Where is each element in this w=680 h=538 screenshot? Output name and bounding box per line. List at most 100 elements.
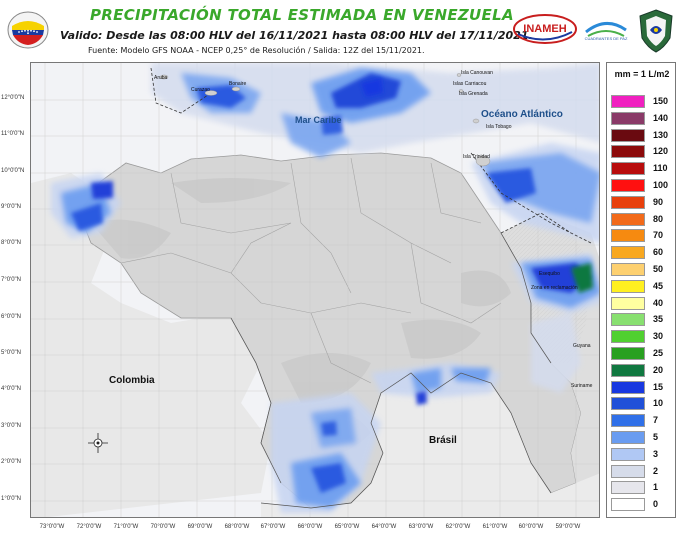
legend-swatch	[611, 296, 645, 310]
lon-label: 67°0'0"W	[260, 524, 286, 530]
lat-label: 11°0'0"N	[1, 131, 24, 137]
legend-value: 45	[653, 280, 664, 291]
legend-item: 1	[611, 479, 673, 495]
legend-item: 60	[611, 244, 673, 260]
brasil-label: Brásil	[429, 435, 457, 446]
legend-value: 40	[653, 297, 664, 308]
trinidad-label: Isla Trinidad	[463, 154, 490, 160]
legend-value: 140	[653, 112, 669, 123]
curacao-label: Curazao	[191, 87, 210, 93]
legend-swatch	[611, 229, 645, 243]
legend-item: 25	[611, 345, 673, 361]
legend-value: 5	[653, 432, 659, 442]
lon-label: 72°0'0"W	[76, 524, 102, 530]
legend-item: 35	[611, 311, 673, 327]
legend-swatch	[611, 330, 645, 344]
lon-label: 62°0'0"W	[445, 524, 471, 530]
legend-swatch	[611, 347, 645, 360]
legend-value: 150	[653, 96, 669, 106]
legend-item: 0	[611, 496, 673, 512]
legend-value: 80	[653, 213, 664, 224]
ecosocialismo-logo: CUADRANTES DE PAZ	[582, 14, 630, 44]
legend-item: 70	[611, 227, 673, 243]
lon-label: 73°0'0"W	[39, 524, 65, 530]
legend-swatch	[611, 212, 645, 226]
legend-value: 15	[653, 381, 664, 392]
legend-value: 20	[653, 364, 664, 375]
legend-item: 5	[611, 429, 673, 445]
precipitation-map: Aruba Curazao Bonaire Isla Canouvan Isla…	[30, 62, 600, 518]
legend-value: 70	[653, 230, 664, 241]
legend-value: 25	[653, 348, 664, 358]
ministry-shield-logo	[636, 8, 676, 54]
map-title: PRECIPITACIÓN TOTAL ESTIMADA EN VENEZUEL…	[90, 6, 514, 24]
legend-value: 110	[653, 163, 668, 174]
lat-label: 9°0'0"N	[1, 204, 22, 210]
validity-period: Valido: Desde las 08:00 HLV del 16/11/20…	[60, 29, 533, 42]
aruba-label: Aruba	[154, 75, 168, 81]
lon-label: 65°0'0"W	[334, 524, 360, 530]
legend-swatch	[611, 95, 645, 108]
caribbean-sea-label: Mar Caribe	[295, 115, 342, 125]
lon-label: 59°0'0"W	[555, 524, 581, 530]
map-canvas	[31, 63, 599, 517]
lat-label: 1°0'0"N	[1, 496, 22, 502]
grenada-label: Isla Grenada	[459, 91, 488, 97]
legend-value: 10	[653, 398, 664, 409]
legend-item: 110	[611, 160, 673, 176]
legend-item: 2	[611, 463, 673, 479]
legend-swatch	[611, 162, 645, 176]
legend-item: 15	[611, 379, 673, 395]
compass-rose-icon	[88, 433, 108, 453]
lat-label: 3°0'0"N	[1, 423, 22, 429]
colombia-label: Colombia	[109, 375, 155, 386]
legend-value: 30	[653, 331, 664, 342]
carriacou-label: Islas Carriacou	[453, 81, 487, 87]
legend-swatch	[611, 447, 645, 461]
lon-label: 71°0'0"W	[113, 524, 139, 530]
lon-label: 60°0'0"W	[518, 524, 544, 530]
lon-label: 64°0'0"W	[371, 524, 397, 530]
legend-swatch	[611, 431, 645, 444]
tobago-label: Isla Tobago	[486, 124, 512, 130]
legend-value: 0	[653, 499, 659, 510]
legend-item: 100	[611, 177, 673, 193]
lat-label: 6°0'0"N	[1, 314, 22, 320]
legend-swatch	[611, 246, 645, 260]
legend-item: 50	[611, 261, 673, 277]
legend-value: 1	[653, 482, 659, 493]
legend-item: 30	[611, 328, 673, 344]
guyana-label: Guyana	[573, 343, 591, 349]
precipitation-legend: mm = 1 L/m2 150 140 130 120 110 100 90 80 70 60 50…	[606, 62, 676, 518]
legend-value: 2	[653, 465, 659, 476]
legend-swatch	[611, 397, 645, 411]
suriname-label: Suriname	[571, 383, 593, 389]
legend-unit: mm = 1 L/m2	[614, 69, 670, 79]
legend-item: 130	[611, 127, 673, 143]
legend-item: 20	[611, 362, 673, 378]
legend-value: 120	[653, 146, 669, 157]
legend-swatch	[611, 279, 645, 293]
venezuela-seal-logo	[6, 10, 50, 50]
legend-item: 150	[611, 93, 673, 109]
legend-value: 7	[653, 415, 659, 426]
inameh-logo: INAMEH	[512, 12, 578, 46]
colombia-land	[31, 173, 271, 517]
legend-swatch	[611, 111, 645, 125]
lat-label: 2°0'0"N	[1, 459, 22, 465]
legend-value: 60	[653, 247, 664, 258]
legend-swatch	[611, 179, 645, 192]
legend-item: 80	[611, 211, 673, 227]
legend-item: 45	[611, 278, 673, 294]
lat-label: 10°0'0"N	[1, 168, 25, 174]
legend-value: 130	[653, 129, 669, 140]
legend-item: 7	[611, 412, 673, 428]
lat-label: 5°0'0"N	[1, 350, 22, 356]
legend-value: 100	[653, 180, 669, 190]
legend-value: 90	[653, 196, 664, 207]
lon-label: 66°0'0"W	[297, 524, 323, 530]
bonaire-label: Bonaire	[229, 81, 247, 87]
legend-swatch	[611, 380, 645, 394]
esequibo-label: Esequibo	[539, 271, 560, 277]
atlantic-ocean-label: Océano Atlántico	[481, 109, 563, 120]
